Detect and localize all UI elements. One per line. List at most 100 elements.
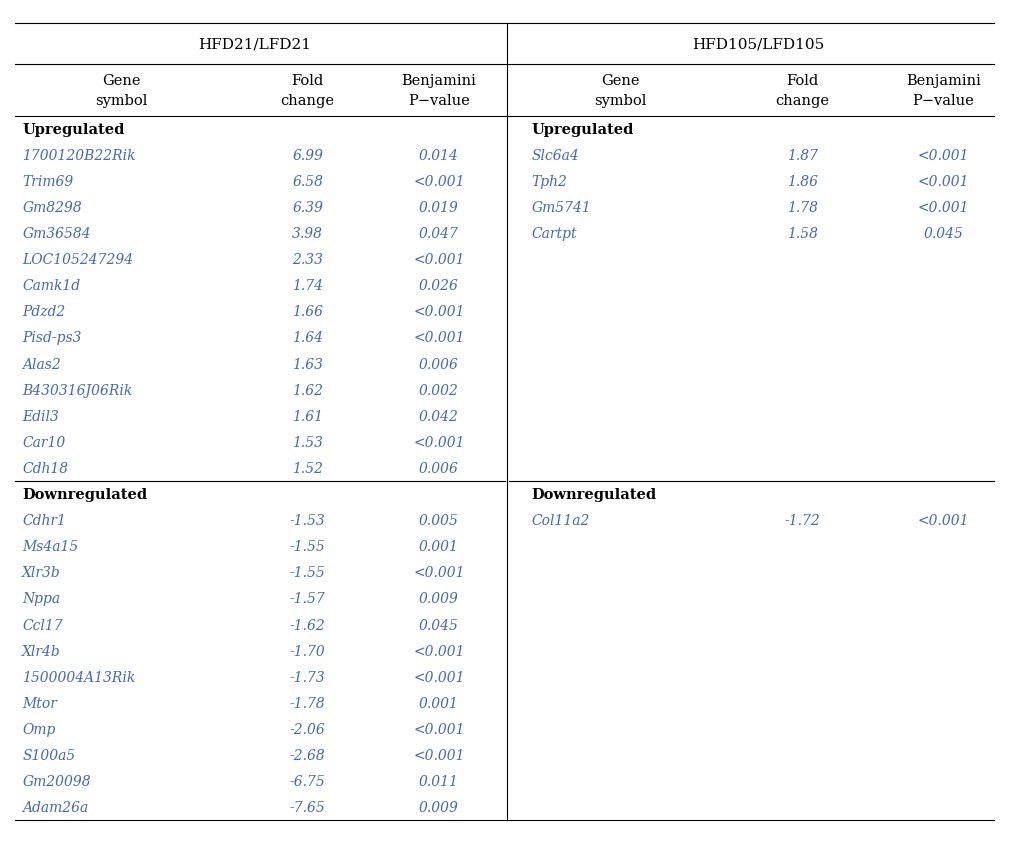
Text: Fold
change: Fold change <box>775 74 829 107</box>
Text: HFD105/LFD105: HFD105/LFD105 <box>692 37 825 51</box>
Text: 1.53: 1.53 <box>293 436 323 449</box>
Text: 0.009: 0.009 <box>419 592 459 606</box>
Text: -1.57: -1.57 <box>290 592 326 606</box>
Text: Gm8298: Gm8298 <box>22 201 82 214</box>
Text: Gm36584: Gm36584 <box>22 227 91 241</box>
Text: Fold
change: Fold change <box>281 74 335 107</box>
Text: S100a5: S100a5 <box>22 748 76 762</box>
Text: 1.64: 1.64 <box>293 331 323 345</box>
Text: Edil3: Edil3 <box>22 409 60 424</box>
Text: HFD21/LFD21: HFD21/LFD21 <box>198 37 311 51</box>
Text: Gm20098: Gm20098 <box>22 774 91 788</box>
Text: Trim69: Trim69 <box>22 175 74 189</box>
Text: Gm5741: Gm5741 <box>532 201 591 214</box>
Text: 0.011: 0.011 <box>419 774 459 788</box>
Text: Gene
symbol: Gene symbol <box>95 74 147 107</box>
Text: 0.047: 0.047 <box>419 227 459 241</box>
Text: Cartpt: Cartpt <box>532 227 577 241</box>
Text: 1.58: 1.58 <box>787 227 817 241</box>
Text: Cdhr1: Cdhr1 <box>22 513 66 528</box>
Text: -1.53: -1.53 <box>290 513 326 528</box>
Text: Xlr4b: Xlr4b <box>22 644 61 658</box>
Text: Ms4a15: Ms4a15 <box>22 539 79 554</box>
Text: -1.73: -1.73 <box>290 670 326 684</box>
Text: <0.001: <0.001 <box>917 201 970 214</box>
Text: 1.74: 1.74 <box>293 279 323 293</box>
Text: Downregulated: Downregulated <box>532 488 657 501</box>
Text: 1.86: 1.86 <box>787 175 817 189</box>
Text: -1.62: -1.62 <box>290 618 326 632</box>
Text: 1.62: 1.62 <box>293 383 323 398</box>
Text: 1.66: 1.66 <box>293 305 323 319</box>
Text: 0.005: 0.005 <box>419 513 459 528</box>
Text: -1.70: -1.70 <box>290 644 326 658</box>
Text: <0.001: <0.001 <box>413 305 465 319</box>
Text: -1.78: -1.78 <box>290 696 326 710</box>
Text: Upregulated: Upregulated <box>22 122 124 137</box>
Text: 0.026: 0.026 <box>419 279 459 293</box>
Text: Benjamini
P−value: Benjamini P−value <box>906 74 981 107</box>
Text: Benjamini
P−value: Benjamini P−value <box>402 74 476 107</box>
Text: LOC105247294: LOC105247294 <box>22 253 133 267</box>
Text: <0.001: <0.001 <box>413 565 465 580</box>
Text: <0.001: <0.001 <box>917 175 970 189</box>
Text: 3.98: 3.98 <box>293 227 323 241</box>
Text: Nppa: Nppa <box>22 592 61 606</box>
Text: Ccl17: Ccl17 <box>22 618 63 632</box>
Text: Cdh18: Cdh18 <box>22 462 69 475</box>
Text: <0.001: <0.001 <box>413 644 465 658</box>
Text: B430316J06Rik: B430316J06Rik <box>22 383 132 398</box>
Text: <0.001: <0.001 <box>413 748 465 762</box>
Text: 6.99: 6.99 <box>293 149 323 163</box>
Text: <0.001: <0.001 <box>413 436 465 449</box>
Text: -1.72: -1.72 <box>784 513 820 528</box>
Text: <0.001: <0.001 <box>413 253 465 267</box>
Text: Upregulated: Upregulated <box>532 122 634 137</box>
Text: Camk1d: Camk1d <box>22 279 81 293</box>
Text: 1.52: 1.52 <box>293 462 323 475</box>
Text: 0.002: 0.002 <box>419 383 459 398</box>
Text: Gene
symbol: Gene symbol <box>594 74 647 107</box>
Text: 0.014: 0.014 <box>419 149 459 163</box>
Text: 0.042: 0.042 <box>419 409 459 424</box>
Text: 1.78: 1.78 <box>787 201 817 214</box>
Text: 2.33: 2.33 <box>293 253 323 267</box>
Text: Alas2: Alas2 <box>22 357 61 371</box>
Text: Adam26a: Adam26a <box>22 800 89 814</box>
Text: 0.006: 0.006 <box>419 462 459 475</box>
Text: 1.63: 1.63 <box>293 357 323 371</box>
Text: 6.58: 6.58 <box>293 175 323 189</box>
Text: Omp: Omp <box>22 722 55 736</box>
Text: Slc6a4: Slc6a4 <box>532 149 579 163</box>
Text: 0.001: 0.001 <box>419 696 459 710</box>
Text: <0.001: <0.001 <box>413 331 465 345</box>
Text: 0.001: 0.001 <box>419 539 459 554</box>
Text: 0.045: 0.045 <box>419 618 459 632</box>
Text: 0.045: 0.045 <box>923 227 964 241</box>
Text: <0.001: <0.001 <box>917 513 970 528</box>
Text: 1500004A13Rik: 1500004A13Rik <box>22 670 135 684</box>
Text: <0.001: <0.001 <box>413 722 465 736</box>
Text: Car10: Car10 <box>22 436 66 449</box>
Text: 1.87: 1.87 <box>787 149 817 163</box>
Text: -1.55: -1.55 <box>290 539 326 554</box>
Text: Col11a2: Col11a2 <box>532 513 590 528</box>
Text: Pdzd2: Pdzd2 <box>22 305 66 319</box>
Text: -7.65: -7.65 <box>290 800 326 814</box>
Text: 6.39: 6.39 <box>293 201 323 214</box>
Text: <0.001: <0.001 <box>917 149 970 163</box>
Text: 1700120B22Rik: 1700120B22Rik <box>22 149 135 163</box>
Text: <0.001: <0.001 <box>413 670 465 684</box>
Text: 1.61: 1.61 <box>293 409 323 424</box>
Text: Xlr3b: Xlr3b <box>22 565 61 580</box>
Text: -2.06: -2.06 <box>290 722 326 736</box>
Text: -1.55: -1.55 <box>290 565 326 580</box>
Text: -6.75: -6.75 <box>290 774 326 788</box>
Text: Mtor: Mtor <box>22 696 58 710</box>
Text: Downregulated: Downregulated <box>22 488 147 501</box>
Text: <0.001: <0.001 <box>413 175 465 189</box>
Text: 0.019: 0.019 <box>419 201 459 214</box>
Text: Tph2: Tph2 <box>532 175 568 189</box>
Text: 0.006: 0.006 <box>419 357 459 371</box>
Text: 0.009: 0.009 <box>419 800 459 814</box>
